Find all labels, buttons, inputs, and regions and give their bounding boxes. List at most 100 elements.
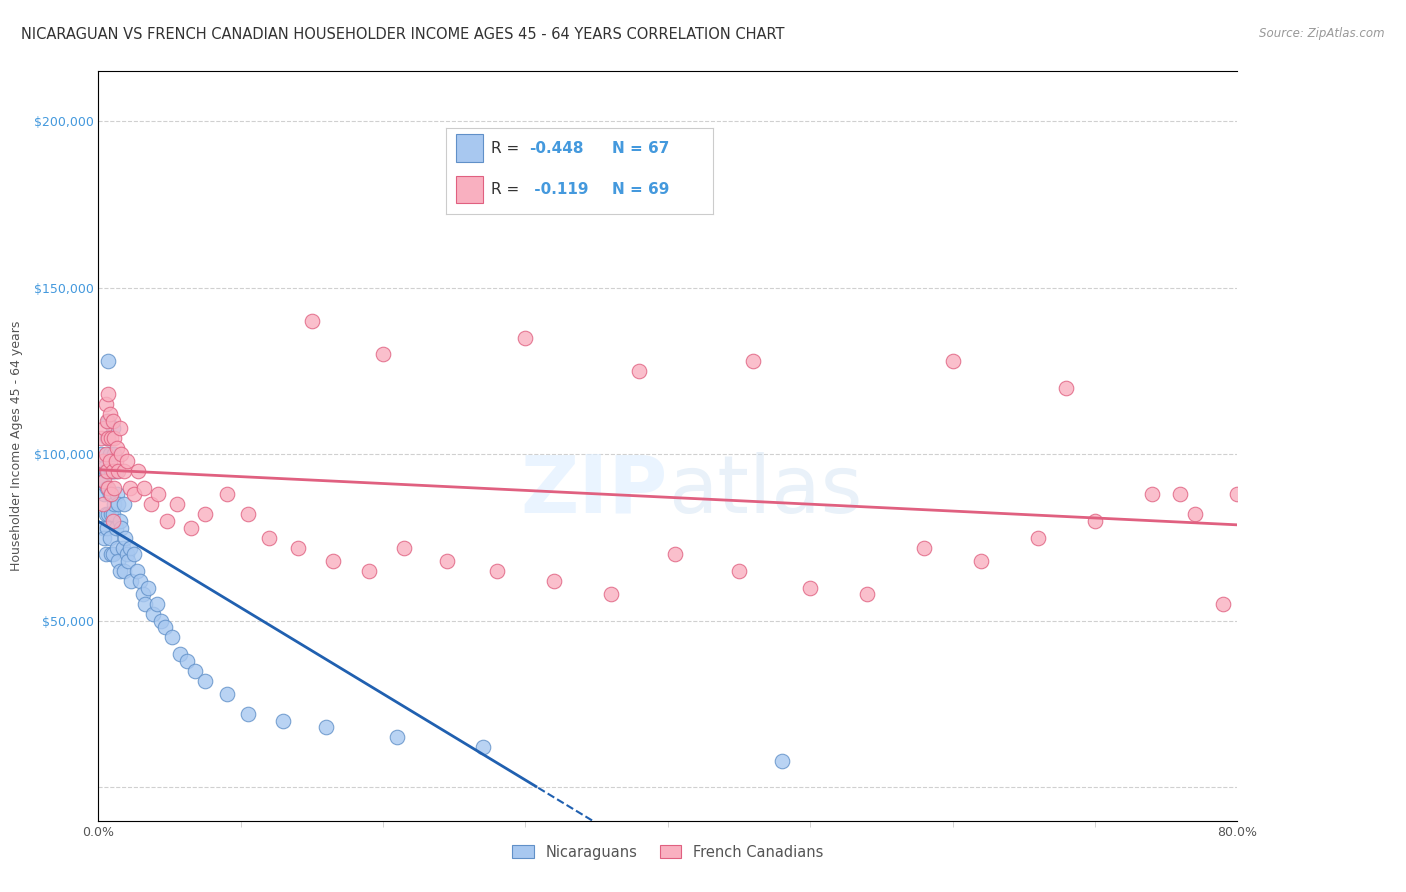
Point — [110, 520, 132, 534]
Point — [105, 541, 128, 555]
Point — [515, 331, 537, 345]
Point — [166, 497, 188, 511]
Text: ZIP: ZIP — [520, 452, 668, 530]
Point — [112, 497, 135, 511]
Point — [94, 508, 117, 522]
Point — [108, 514, 131, 528]
Point — [162, 631, 184, 645]
Point — [176, 654, 198, 668]
Point — [115, 547, 138, 561]
Point — [93, 487, 115, 501]
Point — [101, 414, 124, 428]
Point — [1026, 531, 1049, 545]
Point — [90, 447, 112, 461]
Point — [1084, 514, 1107, 528]
Point — [91, 497, 114, 511]
Point — [139, 497, 162, 511]
Point — [107, 554, 129, 568]
Point — [122, 487, 145, 501]
Point — [194, 673, 217, 688]
Point — [105, 487, 128, 501]
Point — [150, 614, 173, 628]
Legend: Nicaraguans, French Canadians: Nicaraguans, French Canadians — [506, 839, 830, 866]
Point — [91, 454, 114, 468]
Point — [100, 431, 122, 445]
Point — [169, 647, 191, 661]
Point — [471, 740, 494, 755]
Point — [96, 414, 118, 428]
Point — [127, 464, 149, 478]
Point — [118, 481, 141, 495]
Point — [301, 314, 323, 328]
Point — [436, 554, 458, 568]
Point — [97, 508, 120, 522]
Point — [90, 431, 112, 445]
Point — [103, 447, 125, 461]
Point — [100, 487, 122, 501]
Point — [96, 431, 118, 445]
Point — [93, 420, 115, 434]
Point — [155, 620, 177, 634]
Point — [98, 531, 121, 545]
Point — [628, 364, 651, 378]
Point — [600, 587, 623, 601]
Point — [104, 520, 127, 534]
Point — [96, 520, 118, 534]
Point — [100, 547, 122, 561]
Point — [103, 481, 125, 495]
Point — [942, 354, 965, 368]
Point — [104, 464, 127, 478]
Point — [394, 541, 416, 555]
Point — [259, 531, 281, 545]
Point — [94, 547, 117, 561]
Point — [93, 531, 115, 545]
Point — [134, 597, 156, 611]
Point — [486, 564, 509, 578]
Point — [108, 420, 131, 434]
Point — [94, 464, 117, 478]
Point — [184, 664, 207, 678]
Point — [194, 508, 217, 522]
Point — [91, 520, 114, 534]
Point — [94, 397, 117, 411]
Point — [98, 408, 121, 422]
Point — [101, 514, 124, 528]
Point — [236, 508, 259, 522]
Point — [1056, 381, 1078, 395]
Point — [856, 587, 879, 601]
Point — [97, 481, 120, 495]
Point — [373, 347, 395, 361]
Point — [110, 447, 132, 461]
Point — [120, 574, 142, 588]
Point — [543, 574, 565, 588]
Point — [141, 607, 163, 622]
Point — [1212, 597, 1234, 611]
Point — [122, 547, 145, 561]
Point — [131, 587, 153, 601]
Point — [799, 581, 821, 595]
Point — [97, 464, 120, 478]
Point — [1184, 508, 1206, 522]
Point — [664, 547, 686, 561]
Point — [104, 454, 127, 468]
Point — [107, 464, 129, 478]
Point — [101, 508, 124, 522]
Point — [117, 554, 139, 568]
Point — [98, 487, 121, 501]
Text: NICARAGUAN VS FRENCH CANADIAN HOUSEHOLDER INCOME AGES 45 - 64 YEARS CORRELATION : NICARAGUAN VS FRENCH CANADIAN HOUSEHOLDE… — [21, 27, 785, 42]
Point — [215, 487, 238, 501]
Point — [101, 420, 124, 434]
Point — [103, 497, 125, 511]
Point — [770, 754, 793, 768]
Point — [111, 541, 134, 555]
Point — [128, 574, 150, 588]
Point — [136, 581, 159, 595]
Point — [118, 541, 141, 555]
Point — [148, 487, 170, 501]
Text: atlas: atlas — [668, 452, 862, 530]
Point — [100, 464, 122, 478]
Point — [180, 520, 202, 534]
Point — [132, 481, 155, 495]
Point — [287, 541, 309, 555]
Point — [1226, 487, 1249, 501]
